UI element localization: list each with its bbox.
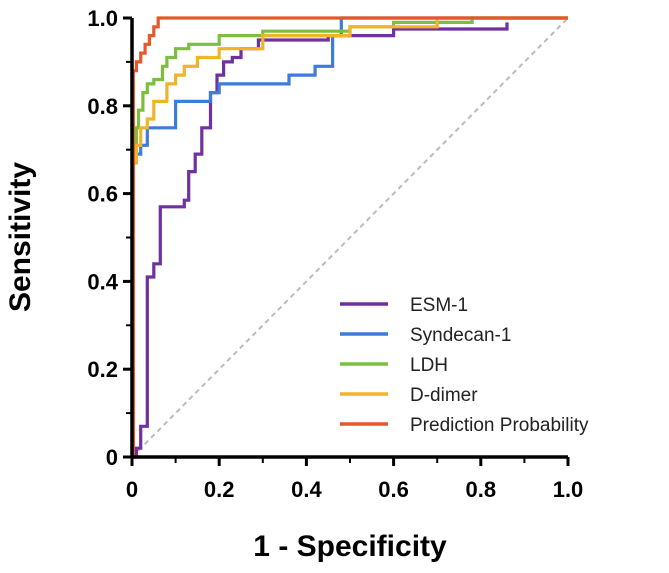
series-line-esm-1 [132, 22, 509, 459]
x-tick-label: 1.0 [553, 477, 584, 502]
reference-diagonal-line [131, 17, 569, 458]
x-tick-label: 0.8 [466, 477, 497, 502]
y-tick-label: 0.6 [87, 182, 118, 207]
legend-label-prediction-probability: Prediction Probability [410, 415, 589, 436]
x-tick-label: 0.6 [378, 477, 409, 502]
y-tick-label: 0 [106, 445, 118, 470]
y-tick-label: 0.8 [87, 94, 118, 119]
y-axis-title: Sensitivity [4, 162, 37, 312]
x-tick-label: 0 [126, 477, 138, 502]
y-tick-label: 0.2 [87, 357, 118, 382]
x-tick-label: 0.2 [204, 477, 235, 502]
y-tick-label: 1.0 [87, 6, 118, 31]
legend-label-ldh: LDH [410, 355, 448, 376]
y-tick-label: 0.4 [87, 269, 118, 294]
series-line-prediction-probability [131, 16, 568, 459]
x-axis-title: 1 - Specificity [253, 530, 447, 563]
x-tick-label: 0.4 [291, 477, 322, 502]
legend-label-esm-1: ESM-1 [410, 295, 468, 316]
series-line-d-dimer [131, 16, 568, 459]
legend-label-syndecan-1: Syndecan-1 [410, 325, 511, 346]
legend-label-d-dimer: D-dimer [410, 385, 478, 406]
